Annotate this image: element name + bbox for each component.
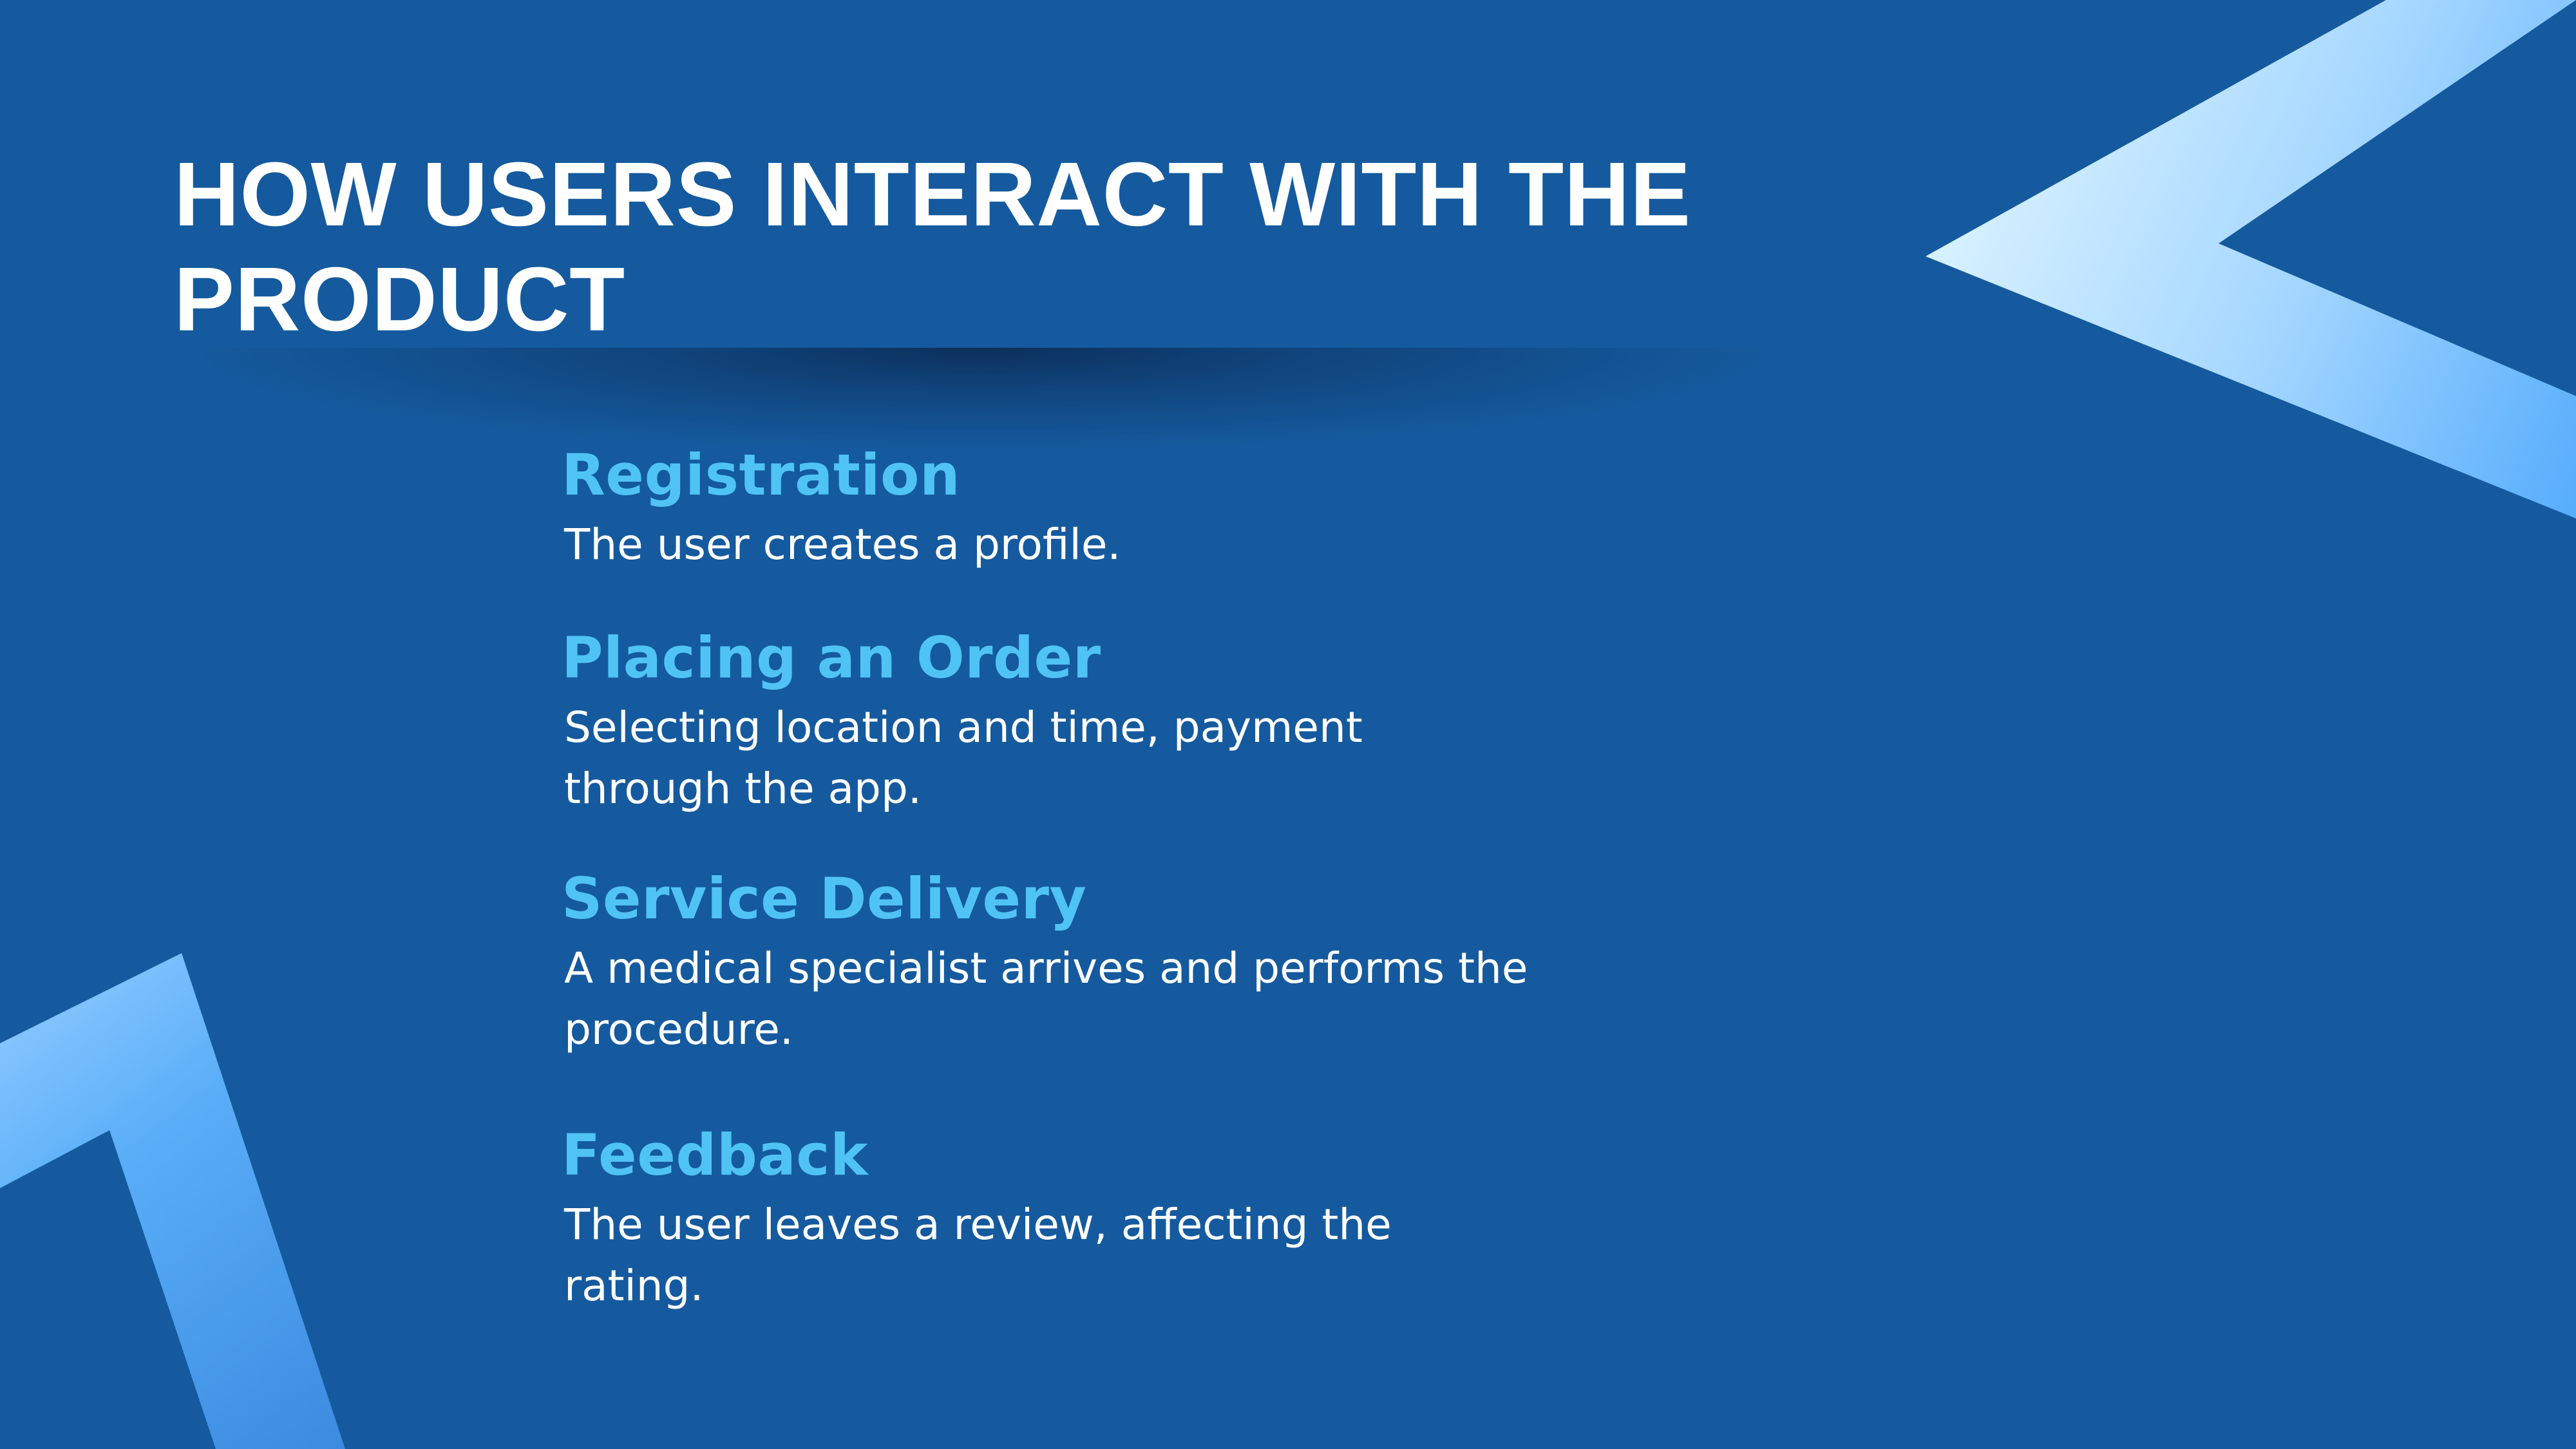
step-title: Placing an Order — [562, 625, 1101, 691]
step-title: Registration — [562, 442, 961, 508]
step-registration: Registration The user creates a profile. — [562, 443, 1592, 575]
title-divider-shadow — [187, 348, 1777, 451]
step-description: The user leaves a review, affecting the … — [564, 1200, 1392, 1311]
step-service-delivery: Service Delivery A medical specialist ar… — [562, 867, 1592, 1060]
step-title: Service Delivery — [562, 866, 1087, 932]
step-description: Selecting location and time, payment thr… — [564, 703, 1363, 813]
step-description: The user creates a profile. — [564, 520, 1121, 569]
chevron-shape — [1926, 0, 2576, 518]
corner-shape — [0, 953, 345, 1449]
step-feedback: Feedback The user leaves a review, affec… — [562, 1123, 1592, 1316]
step-placing-order: Placing an Order Selecting location and … — [562, 626, 1592, 819]
step-description: A medical specialist arrives and perform… — [564, 943, 1528, 1054]
slide-title: HOW USERS INTERACT WITH THE PRODUCT — [174, 143, 1691, 350]
step-title: Feedback — [562, 1122, 868, 1188]
